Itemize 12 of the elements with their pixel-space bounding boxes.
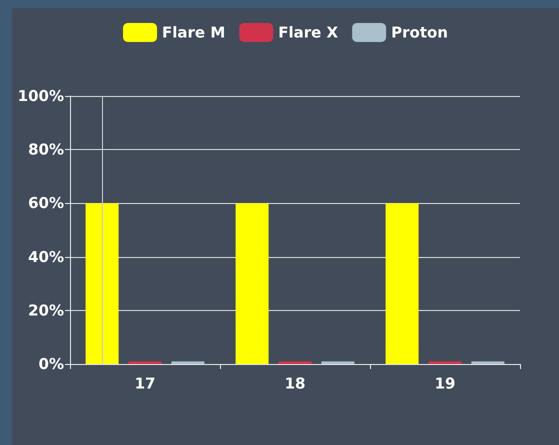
legend-label: Flare M [162,24,226,42]
x-tick-label: 17 [134,374,156,392]
y-tick-label: 80% [28,140,64,159]
y-tick-label: 20% [28,301,64,320]
y-tick-label: 100% [18,87,64,105]
x-tick-label: 19 [434,374,456,392]
y-tick-label: 0% [38,355,64,373]
y-tick-label: 60% [28,194,64,212]
y-tick-label: 40% [28,248,64,266]
legend-label: Proton [391,24,448,42]
legend-label: Flare X [278,24,339,42]
x-tick-label: 18 [284,374,306,392]
